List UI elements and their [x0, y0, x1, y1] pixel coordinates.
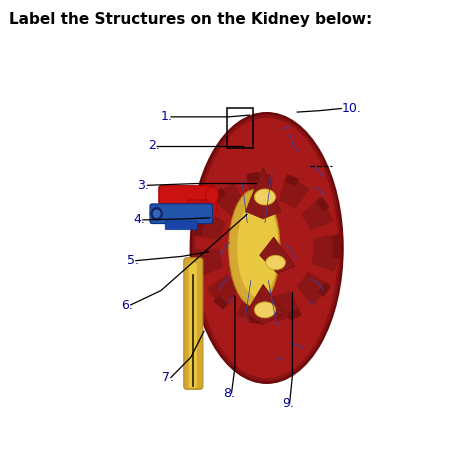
Wedge shape: [287, 308, 302, 321]
Ellipse shape: [229, 190, 280, 306]
Wedge shape: [194, 222, 204, 236]
Text: Label the Structures on the Kidney below:: Label the Structures on the Kidney below…: [9, 12, 372, 27]
Wedge shape: [249, 315, 262, 324]
Text: 1.: 1.: [161, 110, 173, 123]
Ellipse shape: [205, 187, 219, 203]
Text: 7.: 7.: [162, 371, 174, 385]
Wedge shape: [212, 188, 226, 202]
Polygon shape: [246, 168, 281, 219]
Ellipse shape: [191, 113, 343, 383]
Ellipse shape: [237, 199, 278, 297]
FancyBboxPatch shape: [165, 221, 197, 230]
Text: 8.: 8.: [223, 387, 235, 400]
Ellipse shape: [150, 206, 163, 221]
FancyBboxPatch shape: [184, 258, 203, 389]
Polygon shape: [260, 237, 295, 273]
Ellipse shape: [254, 302, 276, 318]
Wedge shape: [318, 282, 331, 297]
Wedge shape: [332, 235, 341, 248]
Wedge shape: [207, 274, 240, 308]
Wedge shape: [311, 244, 338, 272]
Text: 9.: 9.: [282, 397, 294, 410]
Wedge shape: [279, 176, 310, 209]
Wedge shape: [237, 292, 264, 322]
FancyBboxPatch shape: [188, 200, 217, 212]
Wedge shape: [316, 197, 329, 212]
Ellipse shape: [254, 189, 276, 205]
FancyBboxPatch shape: [150, 204, 212, 224]
Text: 6.: 6.: [121, 298, 133, 312]
Wedge shape: [296, 272, 329, 306]
Wedge shape: [301, 198, 334, 231]
Text: 5.: 5.: [126, 254, 139, 267]
Bar: [227, 108, 253, 148]
Text: 4.: 4.: [134, 213, 146, 227]
Wedge shape: [246, 174, 273, 201]
Wedge shape: [285, 175, 299, 186]
Text: 2.: 2.: [148, 140, 160, 152]
Wedge shape: [195, 249, 223, 277]
FancyBboxPatch shape: [159, 186, 214, 204]
Ellipse shape: [153, 210, 161, 218]
Wedge shape: [332, 245, 341, 259]
Ellipse shape: [208, 207, 215, 219]
Text: 10.: 10.: [342, 102, 362, 115]
Ellipse shape: [203, 208, 209, 220]
Wedge shape: [213, 296, 228, 310]
FancyBboxPatch shape: [189, 263, 197, 388]
Wedge shape: [273, 290, 301, 321]
Wedge shape: [212, 182, 245, 216]
Wedge shape: [313, 234, 338, 262]
Wedge shape: [196, 210, 227, 240]
Wedge shape: [194, 262, 205, 277]
Ellipse shape: [197, 206, 205, 219]
Text: 3.: 3.: [137, 179, 149, 192]
Ellipse shape: [195, 118, 338, 378]
Polygon shape: [246, 284, 284, 324]
Wedge shape: [246, 172, 260, 182]
Ellipse shape: [266, 255, 285, 270]
